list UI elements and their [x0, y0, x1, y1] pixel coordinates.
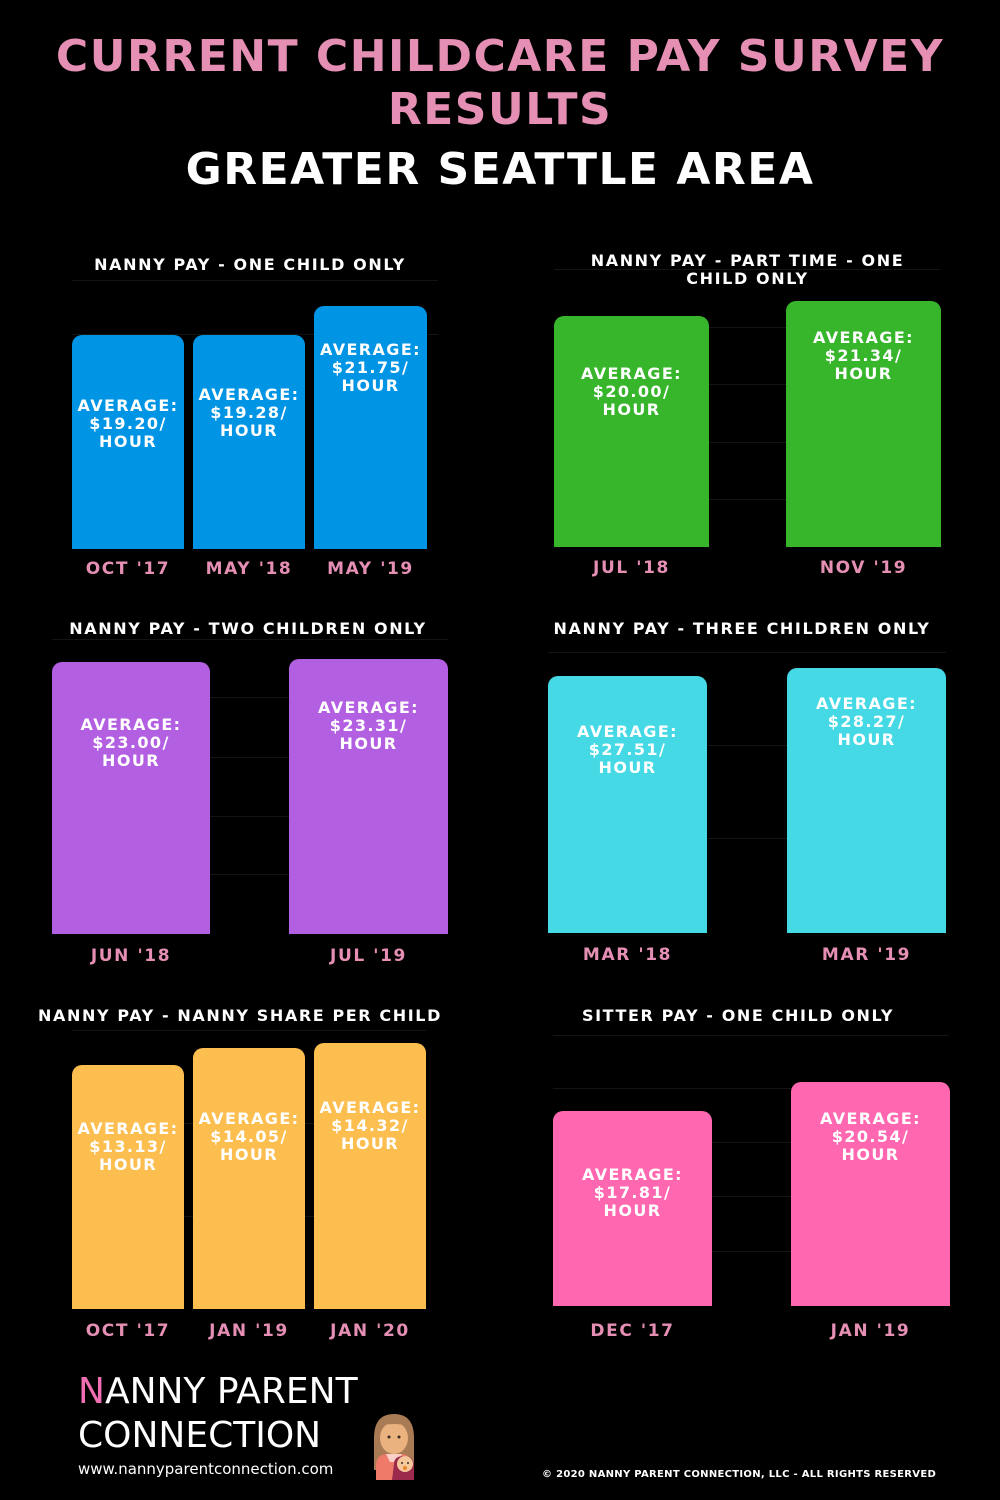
gridline — [554, 327, 940, 328]
bar-oct-17: AVERAGE: $13.13/HOUR — [72, 1065, 184, 1309]
copyright-notice: © 2020 NANNY PARENT CONNECTION, LLC - AL… — [542, 1469, 937, 1480]
logo-url: www.nannyparentconnection.com — [78, 1460, 334, 1478]
x-axis-label: MAR '19 — [821, 945, 912, 965]
bar-mar-19: AVERAGE: $28.27/HOUR — [787, 668, 946, 933]
gridline — [554, 269, 940, 270]
gridline — [52, 816, 448, 817]
chart-title: NANNY PAY - NANNY SHARE PER CHILD — [38, 1006, 442, 1025]
gridline — [553, 1035, 949, 1036]
gridline — [553, 1251, 949, 1252]
bar-mar-18: AVERAGE: $27.51/HOUR — [548, 676, 707, 933]
chart-three-children: NANNY PAY - THREE CHILDREN ONLY AVERAGE:… — [530, 610, 970, 980]
x-axis-label: JUN '18 — [90, 946, 172, 966]
x-axis-label: MAY '18 — [205, 559, 293, 579]
chart-title: NANNY PAY - TWO CHILDREN ONLY — [69, 619, 427, 638]
bar-may-18: AVERAGE: $19.28/HOUR — [193, 335, 305, 549]
bar-value-label: AVERAGE: $14.32/HOUR — [319, 1098, 421, 1153]
bar-may-19: AVERAGE: $21.75/HOUR — [314, 306, 427, 549]
bar-value-label: AVERAGE: $20.54/HOUR — [820, 1109, 921, 1164]
logo-line2: CONNECTION — [78, 1415, 322, 1456]
bar-value-label: AVERAGE: $21.75/HOUR — [320, 340, 421, 395]
gridline — [548, 838, 946, 839]
x-axis-label: JAN '19 — [209, 1321, 289, 1341]
x-axis-label: MAR '18 — [582, 945, 673, 965]
gridline — [554, 384, 940, 385]
gridline — [553, 1142, 949, 1143]
bar-oct-17: AVERAGE: $19.20/HOUR — [72, 335, 184, 549]
gridline — [553, 1088, 949, 1089]
chart-sitter-pay: SITTER PAY - ONE CHILD ONLY AVERAGE: $17.… — [530, 995, 970, 1355]
gridline — [553, 1196, 949, 1197]
bar-jul-19: AVERAGE: $23.31/HOUR — [289, 659, 448, 934]
page-header: CURRENT CHILDCARE PAY SURVEY RESULTS GRE… — [0, 30, 1000, 200]
gridline — [52, 639, 448, 640]
gridline — [554, 442, 940, 443]
bar-jan-19: AVERAGE: $20.54/HOUR — [791, 1082, 950, 1306]
bar-jan-20: AVERAGE: $14.32/HOUR — [314, 1043, 426, 1309]
chart-title: NANNY PAY - ONE CHILD ONLY — [94, 255, 406, 274]
chart-title: NANNY PAY - PART TIME - ONE CHILD ONLY — [590, 251, 905, 288]
chart-nanny-share: NANNY PAY - NANNY SHARE PER CHILD AVERAG… — [38, 995, 480, 1355]
gridline — [548, 745, 946, 746]
x-axis-label: JAN '20 — [330, 1321, 410, 1341]
page-title-line2: RESULTS — [387, 84, 613, 135]
bar-value-label: AVERAGE: $14.05/HOUR — [198, 1109, 300, 1164]
nanny-holding-baby-icon — [374, 1414, 414, 1480]
bar-dec-17: AVERAGE: $17.81/HOUR — [553, 1111, 712, 1306]
x-axis-label: MAY '19 — [327, 559, 414, 579]
chart-title: SITTER PAY - ONE CHILD ONLY — [581, 1006, 895, 1025]
x-axis-label: DEC '17 — [590, 1321, 675, 1341]
chart-title: NANNY PAY - THREE CHILDREN ONLY — [553, 619, 931, 638]
gridline — [548, 652, 946, 653]
chart-part-time-one-child: NANNY PAY - PART TIME - ONE CHILD ONLY A… — [530, 250, 970, 590]
page-title-line1: CURRENT CHILDCARE PAY SURVEY — [55, 31, 945, 82]
bar-value-label: AVERAGE: $17.81/HOUR — [582, 1165, 683, 1220]
brand-logo: NANNY PARENT CONNECTION www.nannyparentc… — [78, 1370, 414, 1480]
bar-value-label: AVERAGE: $19.20/HOUR — [77, 396, 179, 451]
x-axis-label: JUL '19 — [330, 946, 407, 966]
logo-line1: NANNY PARENT — [78, 1371, 358, 1412]
bar-value-label: AVERAGE: $28.27/HOUR — [816, 694, 917, 749]
bar-value-label: AVERAGE: $19.28/HOUR — [198, 385, 300, 440]
chart-one-child: NANNY PAY - ONE CHILD ONLY AVERAGE: $19.2… — [60, 250, 440, 590]
bar-jun-18: AVERAGE: $23.00/HOUR — [52, 662, 210, 934]
bar-value-label: AVERAGE: $27.51/HOUR — [577, 722, 678, 777]
gridline — [52, 697, 448, 698]
chart-two-children: NANNY PAY - TWO CHILDREN ONLY AVERAGE: $2… — [40, 610, 480, 980]
bar-value-label: AVERAGE: $23.00/HOUR — [80, 715, 182, 770]
bar-value-label: AVERAGE: $21.34/HOUR — [813, 328, 914, 383]
bar-value-label: AVERAGE: $23.31/HOUR — [318, 698, 419, 753]
gridline — [72, 1030, 426, 1031]
x-axis-label: NOV '19 — [819, 558, 908, 578]
x-axis-label: JAN '19 — [830, 1321, 911, 1341]
gridline — [72, 334, 438, 335]
bar-nov-19: AVERAGE: $21.34/HOUR — [786, 301, 941, 547]
bar-value-label: AVERAGE: $20.00/HOUR — [581, 364, 682, 419]
bar-jul-18: AVERAGE: $20.00/HOUR — [554, 316, 709, 547]
gridline — [72, 280, 438, 281]
bar-jan-19: AVERAGE: $14.05/HOUR — [193, 1048, 305, 1309]
gridline — [554, 499, 940, 500]
bar-value-label: AVERAGE: $13.13/HOUR — [77, 1119, 179, 1174]
page-subtitle: GREATER SEATTLE AREA — [185, 144, 815, 195]
gridline — [52, 757, 448, 758]
x-axis-label: OCT '17 — [85, 559, 171, 579]
x-axis-label: JUL '18 — [593, 558, 670, 578]
gridline — [52, 874, 448, 875]
x-axis-label: OCT '17 — [85, 1321, 171, 1341]
